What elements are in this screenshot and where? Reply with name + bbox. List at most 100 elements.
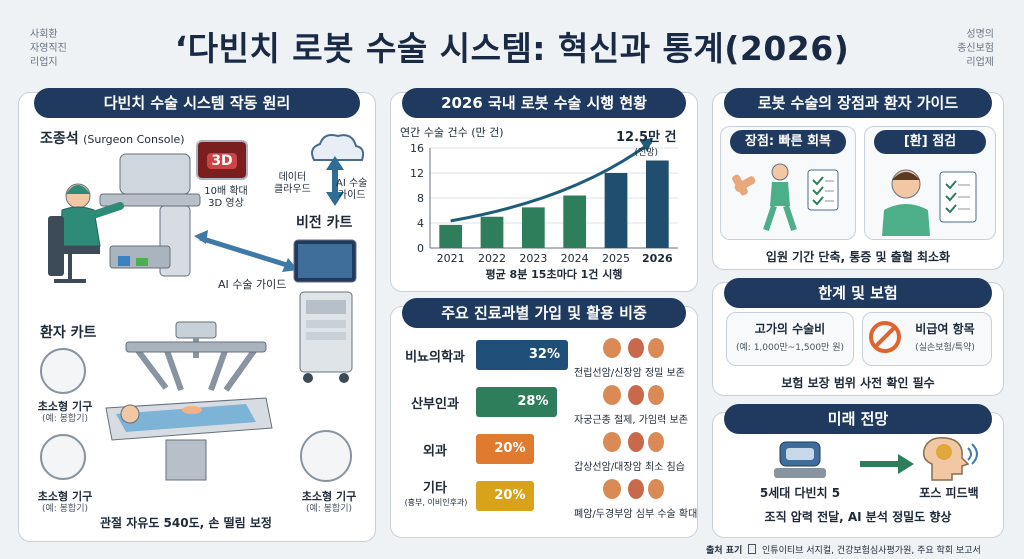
chart-callout-value: 12.5만 건 (616, 130, 677, 145)
source-text: 인튜이티브 서지컬, 건강보험심사평가원, 주요 학회 보고서 (762, 546, 981, 556)
document-icon (748, 544, 757, 554)
x-tick-label: 2024 (561, 252, 589, 265)
x-tick-label: 2022 (478, 252, 506, 265)
x-tick-label: 2023 (519, 252, 547, 265)
ai-label-line-1: AI 수술 (336, 178, 368, 189)
department-name: 외과 (423, 444, 447, 459)
page-title: ‘다빈치 로봇 수술 시스템: 혁신과 통계(2026) (174, 29, 850, 68)
x-tick-label: 2021 (437, 252, 465, 265)
tool-circle-2 (40, 434, 86, 480)
organ-icon (598, 430, 668, 454)
corner-text-left: 사회환 자영직진 리업지 (30, 28, 67, 70)
principle-header: 다빈치 수술 시스템 작동 원리 (34, 88, 360, 118)
source-label: 출처 표기 (706, 546, 743, 556)
y-tick-label: 4 (417, 217, 424, 230)
future-item2: 포스 피드백 (919, 486, 979, 500)
future-footer: 조직 압력 전달, AI 분석 정밀도 향상 (764, 510, 952, 524)
view-3d-box: 3D (196, 140, 248, 180)
tool-label-3-title: 초소형 기구 (301, 490, 357, 503)
x-tick-label: 2026 (642, 252, 673, 265)
chart-callout-sub: (전망) (634, 148, 659, 158)
cost-title: 고가의 수술비 (754, 322, 826, 336)
bar-2025 (604, 173, 628, 248)
department-sub: (흉부, 이비인후과) (404, 498, 468, 507)
source-line: 출처 표기 인튜이티브 서지컬, 건강보험심사평가원, 주요 학회 보고서 (706, 543, 981, 556)
console-v5-icon (774, 441, 826, 478)
department-desc: 갑상선암/대장암 최소 침습 (574, 462, 685, 473)
department-desc: 폐암/두경부암 심부 수술 확대 (574, 509, 698, 520)
corner-right-line-3: 리업제 (966, 57, 994, 68)
patient-cart-illustration (105, 321, 273, 481)
y-tick-label: 8 (417, 192, 424, 205)
cloud-icon (311, 134, 365, 206)
prohibited-icon (869, 321, 901, 353)
advantage-card-recovery-title: 장점: 빠른 회복 (730, 130, 846, 154)
console-title: 조종석 (40, 131, 79, 147)
force-feedback-brain-icon (922, 437, 978, 481)
advantages-header: 로봇 수술의 장점과 환자 가이드 (724, 88, 992, 118)
department-desc: 전립선암/신장암 정밀 보존 (574, 368, 685, 379)
tool-label-1-title: 초소형 기구 (37, 400, 93, 413)
cost-card (726, 312, 854, 366)
view-caption: 10배 확대 3D 영상 (196, 186, 256, 210)
department-bar: 28% (476, 387, 557, 417)
corner-right-line-1: 성명의 (966, 29, 994, 40)
department-name: 기타 (423, 481, 447, 496)
limits-footer: 보험 보장 범위 사전 확인 필수 (781, 376, 935, 390)
department-bar: 20% (476, 434, 534, 464)
ai-guide-label: AI 수술 가이드 (218, 278, 287, 291)
ai-label-line-2: 가이드 (337, 190, 366, 201)
department-name: 산부인과 (411, 397, 459, 412)
tool-label-3: 초소형 기구 (예: 봉합기) (290, 490, 368, 516)
principle-footer: 관절 자유도 540도, 손 떨림 보정 (100, 516, 272, 530)
tool-circle-3 (300, 430, 352, 482)
view-caption-line-2: 3D 영상 (208, 198, 244, 209)
tool-label-1: 초소형 기구 (예: 봉합기) (30, 400, 100, 426)
walking-patient-icon (732, 163, 839, 231)
department-bar: 32% (476, 340, 568, 370)
view-3d-label: 3D (207, 153, 237, 169)
chart-footer: 평균 8분 15초마다 1건 시행 (485, 267, 622, 281)
view-caption-line-1: 10배 확대 (204, 186, 248, 197)
bar-2023 (521, 207, 545, 248)
cost-sub: (예: 1,000만~1,500만 원) (736, 343, 844, 353)
bar-2026 (645, 160, 669, 248)
ai-label: AI 수술 가이드 (336, 178, 367, 202)
bar-2024 (563, 195, 587, 248)
advantages-footer: 입원 기간 단축, 통증 및 출혈 최소화 (765, 250, 951, 264)
future-header: 미래 전망 (724, 404, 992, 434)
tool-label-2-title: 초소형 기구 (37, 490, 93, 503)
bar-2021 (439, 224, 463, 248)
patient-cart-label: 환자 카트 (40, 325, 97, 341)
stats-header: 2026 국내 로봇 수술 시행 현황 (402, 88, 686, 118)
vision-cart-illustration (293, 239, 357, 383)
department-bar: 20% (476, 481, 534, 511)
corner-text-right: 성명의 종신보험 리업제 (957, 28, 994, 70)
x-tick-label: 2025 (602, 252, 630, 265)
surgeon-console-illustration (48, 153, 201, 283)
organ-icon (598, 477, 668, 501)
tool-label-2-sub: (예: 봉합기) (41, 504, 89, 514)
tool-label-1-sub: (예: 봉합기) (41, 414, 89, 424)
cloud-label-line-1: 데이터 (278, 172, 307, 183)
chart-ylabel: 연간 수술 건수 (만 건) (400, 126, 504, 139)
tool-label-3-sub: (예: 봉합기) (305, 504, 353, 514)
arrow-right-icon (860, 454, 914, 474)
corner-left-line-3: 리업지 (30, 57, 58, 68)
trend-arrow-head (639, 138, 654, 152)
noncovered-title: 비급여 항목 (915, 322, 975, 336)
chart-callout: 12.5만 건 (전망) (616, 126, 677, 158)
vision-cart-label: 비전 카트 (296, 215, 353, 231)
department-name: 비뇨의학과 (405, 350, 465, 365)
limits-header: 한계 및 보험 (724, 278, 992, 308)
console-subtitle: (Surgeon Console) (83, 133, 185, 146)
future-item1: 5세대 다빈치 5 (759, 486, 841, 500)
tool-label-2: 초소형 기구 (예: 봉합기) (30, 490, 100, 516)
department-desc: 자궁근종 절제, 가임력 보존 (574, 415, 688, 426)
tool-circle-1 (40, 348, 86, 394)
patient-checklist-icon (882, 169, 977, 236)
corner-left-line-1: 사회환 (30, 29, 58, 40)
corner-right-line-2: 종신보험 (957, 43, 994, 54)
console-label: 조종석 (Surgeon Console) (40, 128, 185, 148)
y-tick-label: 12 (410, 167, 424, 180)
